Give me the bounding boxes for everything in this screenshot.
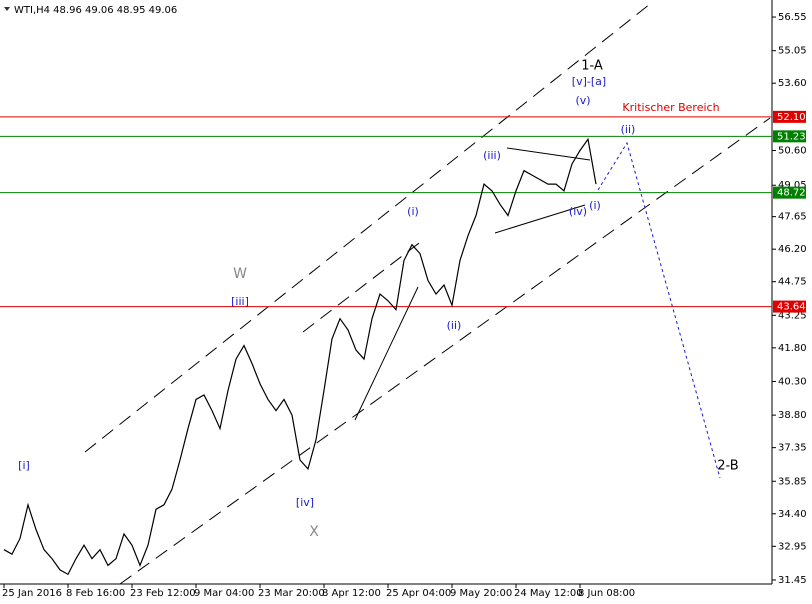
wave-label: W [233, 266, 247, 282]
y-tick-label: 46.20 [778, 244, 807, 255]
x-tick-label: 23 Feb 12:00 [130, 588, 196, 599]
x-tick-label: 8 Apr 12:00 [322, 588, 381, 599]
x-tick-label: 25 Apr 04:00 [386, 588, 451, 599]
channel-lower [119, 117, 771, 585]
zone-label: Kritischer Bereich [622, 101, 719, 114]
annotations: 1-A [v]-[a] (v) Kritischer Bereich (ii) … [18, 59, 739, 541]
wave-label: (i) [407, 205, 419, 218]
wave-label: [iii] [231, 295, 249, 308]
level-label: 48.72 [777, 188, 806, 199]
y-tick-label: 43.25 [778, 310, 807, 321]
y-tick-label: 49.05 [778, 180, 807, 191]
y-tick-label: 40.30 [778, 376, 807, 387]
y-tick-label: 55.05 [778, 46, 807, 57]
y-tick-label: 34.40 [778, 509, 807, 520]
y-tick-label: 41.80 [778, 343, 807, 354]
level-label: 43.64 [777, 302, 806, 313]
channel-inner [302, 239, 424, 333]
projection-line [597, 141, 721, 479]
wave-label: X [309, 524, 319, 540]
y-tick-label: 53.60 [778, 78, 807, 89]
wave-label: (i) [589, 199, 601, 212]
x-tick-label: 25 Jan 2016 [2, 588, 62, 599]
menu-arrow [4, 7, 10, 11]
x-tick-label: 8 Feb 16:00 [66, 588, 125, 599]
x-tick-label: 8 Jun 08:00 [578, 588, 635, 599]
wave-label: (ii) [447, 319, 462, 332]
trend-line [354, 286, 419, 421]
level-box [773, 110, 806, 123]
y-tick-label: 47.65 [778, 212, 807, 223]
trend-line [494, 204, 586, 234]
wave-label: [iv] [296, 496, 314, 509]
level-box [773, 300, 806, 313]
channel-lines [84, 3, 771, 585]
wave-label: (iv) [569, 205, 587, 218]
y-tick-label: 44.75 [778, 277, 807, 288]
level-label: 52.10 [777, 112, 806, 123]
level-box [773, 130, 806, 143]
x-tick-label: 9 Mar 04:00 [194, 588, 254, 599]
y-tick-label: 56.55 [778, 12, 807, 23]
x-tick-label: 23 Mar 20:00 [258, 588, 325, 599]
y-tick-label: 50.60 [778, 145, 807, 156]
y-tick-label: 35.85 [778, 476, 807, 487]
y-tick-label: 38.80 [778, 410, 807, 421]
level-label: 51.23 [777, 131, 806, 142]
x-tick-label: 9 May 20:00 [450, 588, 512, 599]
wave-label: (iii) [483, 149, 501, 162]
level-box [773, 186, 806, 199]
y-tick-label: 32.95 [778, 541, 807, 552]
y-tick-label: 37.35 [778, 443, 807, 454]
wave-label: (ii) [621, 123, 636, 136]
price-line [3, 137, 597, 576]
wave-label: [i] [18, 459, 30, 472]
wave-label: 1-A [581, 59, 603, 74]
chart-title: WTI,H4 48.96 49.06 48.95 49.06 [14, 5, 177, 16]
wave-label: (v) [575, 94, 590, 107]
channel-upper [84, 3, 651, 453]
x-tick-label: 24 May 12:00 [514, 588, 583, 599]
y-tick-label: 31.45 [778, 575, 807, 586]
wave-label: 2-B [717, 459, 738, 474]
wave-label: [v]-[a] [572, 75, 606, 88]
